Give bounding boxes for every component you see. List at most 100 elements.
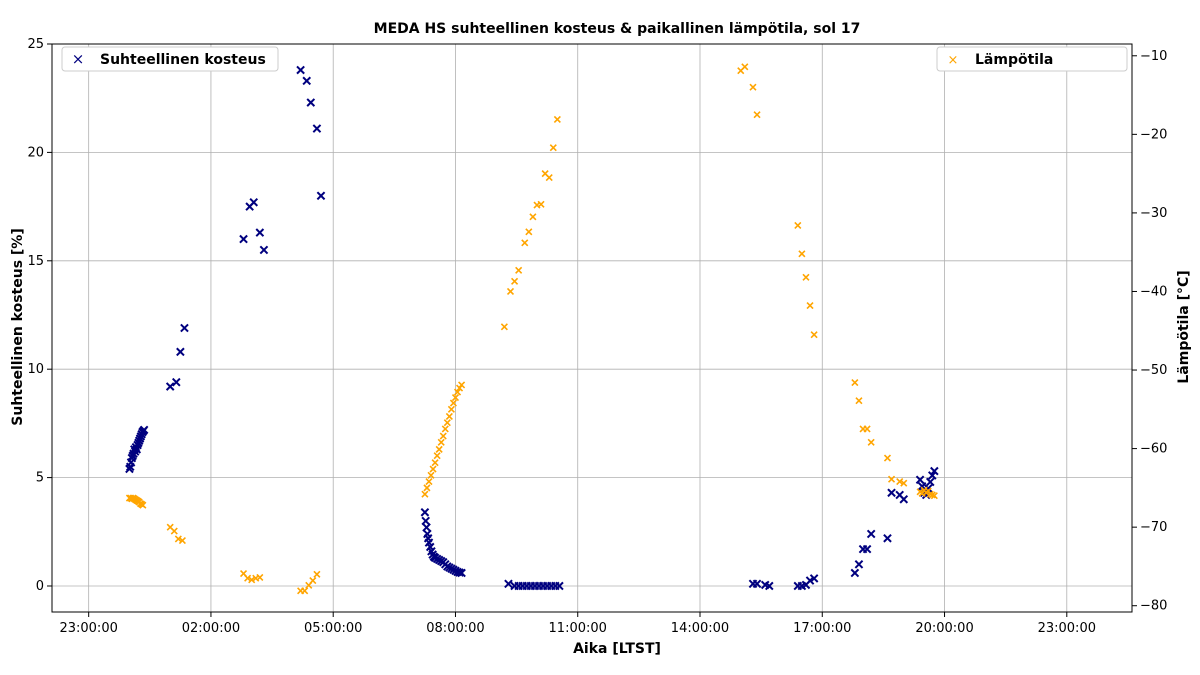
y-left-tick-label: 25 [27,37,44,52]
humidity-point [259,245,269,255]
humidity-point [457,568,466,578]
temperature-point [545,173,553,182]
temperature-point [421,490,429,498]
x-tick-label: 17:00:00 [793,621,851,636]
humidity-point [312,124,322,133]
temperature-point [753,111,761,119]
temperature-point [887,475,896,483]
temperature-point [458,381,466,389]
x-tick-label: 11:00:00 [549,621,607,636]
temperature-point [794,221,802,230]
humidity-point [764,581,774,591]
y-right-tick-label: −10 [1140,49,1167,64]
humidity-point [930,466,939,476]
temperature-point [431,459,439,467]
series-layer [125,63,939,595]
humidity-point [809,574,819,583]
temperature-point [433,452,441,460]
humidity-point [925,477,935,487]
humidity-point [854,559,864,569]
temperature-point [500,323,508,331]
temperature-point [427,471,435,479]
legend-temperature: × Lämpötila [936,46,1128,72]
x-tick-label: 23:00:00 [59,621,117,636]
humidity-point [139,425,149,435]
temperature-point [309,577,317,585]
y-right-tick-label: −20 [1140,127,1167,142]
humidity-point [171,377,181,387]
axes-layer: 23:00:00 02:00:00 05:00:00 08:00:00 11:00:00… [27,37,1167,636]
temperature-point [445,412,453,420]
temperature-point [441,425,449,433]
temperature-point [313,570,321,578]
humidity-point [420,507,430,517]
y-right-tick-label: −40 [1140,284,1167,299]
temperature-point [174,535,182,543]
temperature-point [301,587,309,595]
y-axis-left-title: Suhteellinen kosteus [%] [10,228,26,425]
plot-frame [51,43,1133,613]
temperature-point [851,379,859,387]
temperature-point [806,302,814,310]
temperature-point [926,490,934,498]
temperature-point [425,478,433,486]
y-axis-right-title: Lämpötila [°C] [1176,270,1192,383]
humidity-point [752,579,762,589]
humidity-point [866,529,876,539]
temperature-point [521,239,529,247]
humidity-point [883,533,892,543]
temperature-point [447,405,455,413]
humidity-point [306,98,316,107]
humidity-point [176,347,185,357]
temperature-point [435,445,443,453]
humidity-point [555,581,564,591]
temperature-point [863,425,871,433]
x-tick-label: 23:00:00 [1038,621,1096,636]
legend-temperature-marker: × [948,53,959,68]
humidity-point [455,568,464,577]
y-right-tick-label: −80 [1140,599,1167,614]
legend-humidity-box [61,46,279,72]
humidity-point [239,234,248,244]
temperature-point [549,144,557,152]
y-right-tick-label: −60 [1140,442,1167,457]
humidity-point [805,576,815,585]
humidity-point [504,579,513,589]
temperature-point [170,527,178,535]
legend-temperature-box [936,46,1128,72]
temperature-point [928,491,936,499]
y-right-tick-label: −50 [1140,363,1167,378]
humidity-point [862,544,872,554]
temperature-point [451,393,460,402]
y-right-tick-label: −70 [1140,520,1167,535]
temperature-point [453,388,462,396]
y-left-tick-label: 20 [27,145,44,160]
temperature-point [511,277,519,285]
temperature-point [867,438,875,446]
humidity-point [180,323,189,333]
temperature-point [553,115,561,123]
temperature-point [423,484,431,492]
y-right-tick-label: −30 [1140,206,1167,221]
temperature-point [529,213,537,221]
humidity-point [421,516,431,526]
temperature-point [506,287,515,296]
humidity-point [927,471,937,480]
x-tick-label: 02:00:00 [182,621,240,636]
y-left-tick-label: 10 [27,362,44,377]
humidity-point [249,197,259,207]
legend-temperature-label: Lämpötila [975,52,1053,68]
temperature-point [443,419,451,427]
temperature-point [798,250,806,258]
humidity-point [899,494,909,504]
temperature-point [525,228,533,236]
temperature-point [749,83,757,91]
temperature-point [896,478,904,486]
x-axis-title: Aika [LTST] [573,641,661,657]
temperature-point [139,501,147,509]
temperature-point [178,536,186,545]
temperature-point [741,63,749,71]
chart-title: MEDA HS suhteellinen kosteus & paikallin… [374,21,861,37]
y-left-tick-label: 0 [36,579,44,594]
